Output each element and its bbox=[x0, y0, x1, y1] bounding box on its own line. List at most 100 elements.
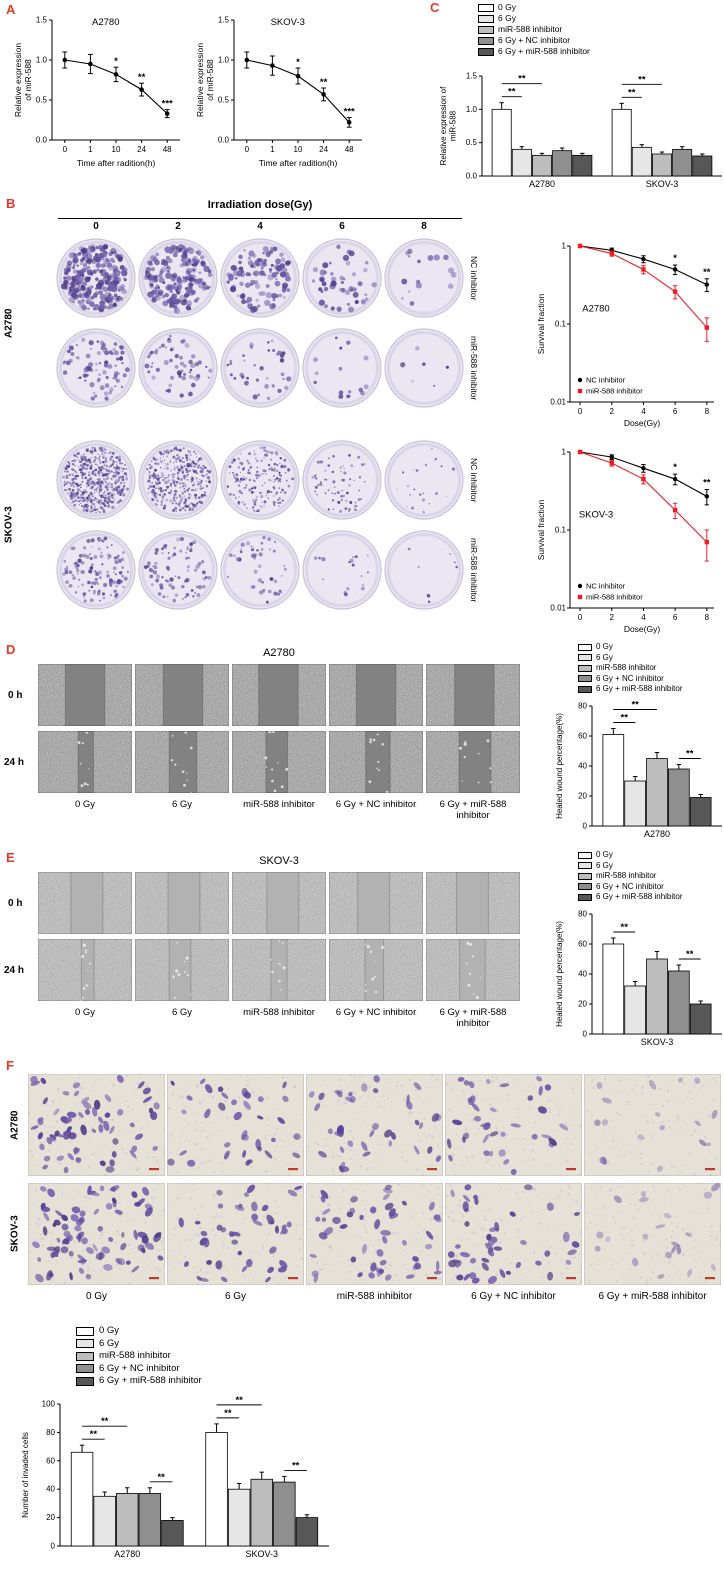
svg-text:**: ** bbox=[320, 77, 328, 88]
legend-item: 6 Gy bbox=[578, 653, 682, 663]
chart-mir588-time-a2780: 0.0 0.5 1.0 1.5 0 1 10 24 48 * ** *** A2780 Time afte… bbox=[12, 4, 188, 174]
wound-col-labels-a2780: 0 Gy 6 Gy miR-588 inhibitor 6 Gy + NC inhib… bbox=[38, 799, 520, 821]
svg-text:**: ** bbox=[518, 74, 526, 85]
svg-text:A2780: A2780 bbox=[644, 829, 670, 839]
wound-scratch-image bbox=[135, 939, 230, 1002]
svg-text:**: ** bbox=[90, 1429, 98, 1440]
svg-text:0.0: 0.0 bbox=[466, 172, 478, 181]
legend-swatch bbox=[76, 1326, 94, 1336]
panel-d-title: A2780 bbox=[263, 647, 295, 659]
svg-text:A2780: A2780 bbox=[92, 17, 119, 28]
legend-item: 6 Gy + miR-588 inhibitor bbox=[478, 47, 590, 56]
legend-swatch bbox=[76, 1351, 94, 1361]
svg-text:Healed wound percentage(%): Healed wound percentage(%) bbox=[555, 713, 564, 819]
svg-text:4: 4 bbox=[641, 407, 646, 416]
svg-text:6: 6 bbox=[673, 613, 678, 622]
svg-text:Survival fraction: Survival fraction bbox=[536, 499, 546, 560]
row-label-0h-a2780: 0 h bbox=[8, 689, 23, 701]
svg-text:100: 100 bbox=[42, 1400, 56, 1409]
legend-swatch bbox=[578, 675, 592, 683]
svg-text:20: 20 bbox=[46, 1513, 55, 1522]
legend-item: 6 Gy bbox=[578, 861, 682, 871]
svg-text:A2780: A2780 bbox=[114, 1549, 140, 1559]
colony-dish-image bbox=[138, 440, 218, 520]
svg-text:0.0: 0.0 bbox=[218, 136, 230, 145]
grid-column-label: 0 Gy bbox=[85, 1291, 108, 1302]
chart-wound-skov3: 0 20 40 60 80 SKOV-3 ** ** Healed wound percenta… bbox=[554, 900, 724, 1050]
svg-text:20: 20 bbox=[578, 792, 587, 801]
invasion-image bbox=[306, 1073, 443, 1178]
legend-item: miR-588 inhibitor bbox=[578, 663, 682, 673]
legend-item: miR-588 inhibitor bbox=[578, 871, 682, 881]
legend-label: 0 Gy bbox=[498, 2, 516, 12]
grid-column-label: 6 Gy + NC inhibitor bbox=[335, 799, 417, 810]
wound-scratch-image bbox=[426, 939, 521, 1002]
svg-text:0: 0 bbox=[583, 822, 588, 831]
panel-label-d: D bbox=[6, 642, 16, 657]
row-label-nc-inhibitor-a2780: NC inhibitor bbox=[469, 255, 479, 301]
invasion-image bbox=[166, 1074, 305, 1177]
dose-header-underline bbox=[58, 218, 462, 219]
svg-text:**: ** bbox=[631, 700, 639, 711]
grid-column-label: 6 Gy bbox=[224, 1291, 247, 1302]
legend-label: 6 Gy bbox=[498, 13, 516, 23]
legend-item: 6 Gy + NC inhibitor bbox=[578, 882, 682, 892]
svg-text:1.5: 1.5 bbox=[218, 16, 230, 25]
svg-text:SKOV-3: SKOV-3 bbox=[579, 510, 613, 521]
legend-swatch bbox=[76, 1364, 94, 1374]
svg-text:0.0: 0.0 bbox=[36, 136, 48, 145]
invasion-image bbox=[166, 1182, 304, 1287]
legend-item: 6 Gy + miR-588 inhibitor bbox=[76, 1375, 202, 1387]
svg-text:of miR-588: of miR-588 bbox=[23, 59, 33, 101]
svg-text:0.5: 0.5 bbox=[36, 96, 48, 105]
row-label-mir588-inhibitor-a2780: miR-588 inhibitor bbox=[469, 335, 479, 401]
svg-text:**: ** bbox=[703, 267, 711, 278]
svg-text:0.01: 0.01 bbox=[550, 604, 566, 613]
svg-text:A2780: A2780 bbox=[582, 304, 609, 315]
wound-scratch-image bbox=[426, 664, 521, 727]
svg-text:***: *** bbox=[162, 99, 173, 110]
legend-label: miR-588 inhibitor bbox=[498, 24, 563, 34]
wound-scratch-image bbox=[426, 872, 521, 935]
wound-scratch-image bbox=[426, 731, 521, 794]
chart-wound-skov3-svg: 0 20 40 60 80 SKOV-3 ** ** Healed wound percenta… bbox=[555, 910, 722, 1047]
legend-swatch bbox=[578, 664, 592, 672]
wound-scratch-image bbox=[232, 872, 327, 935]
colony-dish-image bbox=[220, 238, 300, 318]
invasion-grid bbox=[27, 1073, 723, 1287]
svg-text:48: 48 bbox=[345, 145, 354, 154]
legend-swatch bbox=[478, 3, 494, 12]
svg-text:A2780: A2780 bbox=[529, 179, 555, 189]
svg-text:1: 1 bbox=[562, 242, 567, 251]
svg-text:**: ** bbox=[621, 713, 629, 724]
svg-text:1.5: 1.5 bbox=[466, 72, 478, 81]
svg-text:40: 40 bbox=[578, 762, 587, 771]
svg-text:**: ** bbox=[628, 87, 636, 98]
legend-item: 6 Gy + NC inhibitor bbox=[76, 1363, 202, 1375]
panel-label-a: A bbox=[6, 2, 16, 17]
invasion-image bbox=[444, 1073, 583, 1177]
invasion-image bbox=[27, 1074, 166, 1177]
svg-text:1: 1 bbox=[270, 145, 275, 154]
wound-scratch-image bbox=[329, 872, 424, 935]
svg-text:2: 2 bbox=[610, 613, 615, 622]
legend-swatch bbox=[578, 643, 592, 651]
invasion-col-labels: 0 Gy 6 Gy miR-588 inhibitor 6 Gy + NC inhib… bbox=[28, 1291, 721, 1302]
svg-text:20: 20 bbox=[578, 1000, 587, 1009]
svg-text:8: 8 bbox=[705, 613, 710, 622]
svg-text:Relative expression: Relative expression bbox=[13, 43, 23, 117]
wound-scratch-image bbox=[135, 664, 230, 727]
svg-text:48: 48 bbox=[163, 145, 172, 154]
colony-dish-image bbox=[220, 328, 300, 408]
colony-dish-image bbox=[138, 328, 218, 408]
svg-text:**: ** bbox=[686, 949, 694, 960]
svg-text:60: 60 bbox=[578, 940, 587, 949]
grid-column-label: 6 Gy + NC inhibitor bbox=[335, 1007, 417, 1018]
svg-text:0.5: 0.5 bbox=[218, 96, 230, 105]
colony-dish-image bbox=[56, 238, 136, 318]
colony-dish-image bbox=[302, 328, 382, 408]
